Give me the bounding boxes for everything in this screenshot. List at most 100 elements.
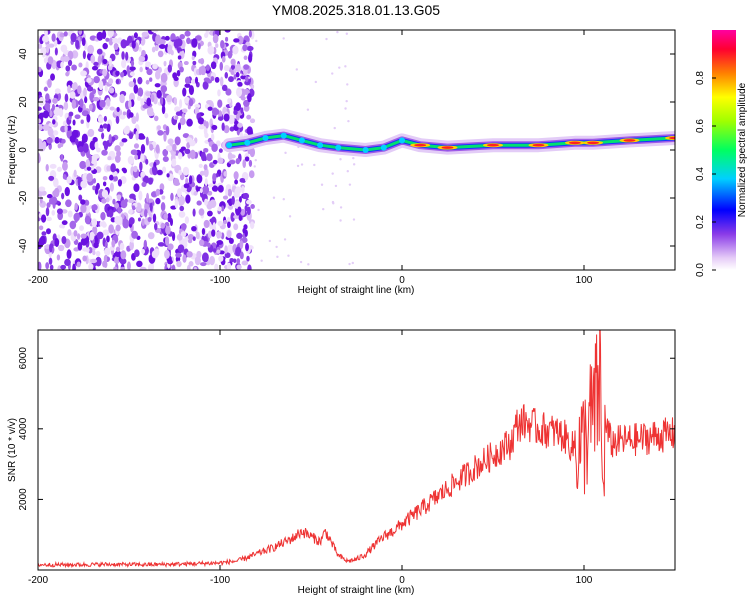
spectrogram-noise-blob <box>93 75 100 84</box>
spectrogram-noise-blob <box>159 96 164 106</box>
spectrogram-noise-blob <box>40 235 46 246</box>
spectrogram-noise-blob <box>44 102 51 110</box>
spectrogram-noise-blob <box>227 98 232 104</box>
spectrogram-noise-blob <box>80 119 84 124</box>
spectrogram-noise-blob <box>235 87 243 97</box>
spectrogram-noise-blob <box>167 64 173 73</box>
spectrogram-noise-blob <box>226 230 232 238</box>
spectrogram-noise-blob <box>99 221 103 227</box>
spectrogram-noise-blob <box>182 166 190 176</box>
spectrogram-ridge-blob <box>298 137 305 144</box>
spectrogram-x-ticks: -200 -100 0 100 <box>28 30 593 286</box>
spectrogram-noise-blob <box>102 181 107 187</box>
spectrogram-noise-blob <box>92 177 97 184</box>
spectrogram-noise-blob <box>128 112 134 118</box>
spectrogram-noise-blob <box>80 70 88 77</box>
spectrogram-noise-blob <box>115 70 120 77</box>
spectrogram-noise-blob <box>85 159 90 167</box>
spectrogram-noise-blob <box>207 242 211 248</box>
spectrogram-noise-blob <box>203 164 208 171</box>
spectrogram-ridge-peak-core <box>623 139 636 142</box>
spectrogram-noise-blob <box>61 220 68 226</box>
spectrogram-noise-blob <box>224 72 229 79</box>
spectrogram-noise-blob <box>106 235 110 243</box>
spectrogram-noise-blob <box>224 30 231 33</box>
spectrogram-noise-blob <box>202 185 210 195</box>
spectrogram-noise-blob <box>130 149 138 156</box>
spectrogram-noise-dot <box>338 66 341 69</box>
spectrogram-noise-blob <box>141 248 146 254</box>
spectrogram-noise-blob <box>142 175 150 184</box>
spectrogram-noise-blob <box>102 68 108 77</box>
spectrogram-noise-blob <box>217 184 224 193</box>
spectrogram-noise-blob <box>58 244 65 252</box>
spectrogram-noise-blob <box>87 44 95 55</box>
spectrogram-ridge-blob <box>244 139 251 146</box>
spectrogram-noise-blob <box>200 262 207 267</box>
spectrogram-noise-blob <box>151 46 156 53</box>
spectrogram-noise-blob <box>187 233 194 241</box>
spectrogram-noise-blob <box>91 218 98 228</box>
spectrogram-noise-blob <box>129 66 136 71</box>
spectrogram-noise-blob <box>54 47 58 56</box>
spectrogram-noise-blob <box>214 263 219 270</box>
spectrogram-noise-blob <box>151 30 159 33</box>
spectrogram-noise-blob <box>51 209 56 216</box>
spectrogram-noise-blob <box>174 198 179 209</box>
spectrogram-noise-blob <box>80 233 87 239</box>
spectrogram-noise-blob <box>88 246 93 254</box>
spectrogram-noise-blob <box>60 264 67 270</box>
spectrogram-noise-blob <box>245 242 249 252</box>
spectrogram-noise-blob <box>217 220 223 227</box>
spectrogram-noise-blob <box>90 155 97 165</box>
spectrogram-noise-blob <box>46 194 53 199</box>
spectrogram-noise-blob <box>54 136 60 144</box>
spectrogram-noise-blob <box>45 207 50 217</box>
spectrogram-noise-blob <box>225 88 232 96</box>
spectrogram-ridge-peak-core <box>669 136 675 140</box>
spectrogram-noise-blob <box>247 93 252 103</box>
spectrogram-noise-blob <box>212 173 217 182</box>
spectrogram-noise-blob <box>176 188 182 198</box>
spectrogram-noise-blob <box>126 261 131 270</box>
spectrogram-noise-blob <box>127 155 135 165</box>
spectrogram-noise-blob <box>119 242 125 251</box>
spectrogram-noise-blob <box>178 169 183 176</box>
spectrogram-noise-dot <box>251 85 254 89</box>
spectrogram-noise-blob <box>130 60 135 67</box>
spectrogram-ridge-peak-core <box>441 146 454 149</box>
spectrogram-noise-blob <box>207 230 212 239</box>
spectrogram-noise-blob <box>145 79 150 85</box>
spectrogram-noise-blob <box>222 195 229 200</box>
spectrogram-noise-blob <box>233 38 240 43</box>
spectrogram-noise-blob <box>101 132 105 140</box>
spectrogram-noise-blob <box>128 132 134 140</box>
spectrogram-noise-blob <box>246 45 254 52</box>
spectrogram-noise-blob <box>237 81 243 87</box>
spectrogram-noise-blob <box>119 93 125 104</box>
spectrogram-noise-blob <box>206 210 213 217</box>
spectrogram-noise-blob <box>191 55 195 61</box>
spectrogram-noise-blob <box>102 42 108 50</box>
spectrogram-noise-blob <box>116 150 122 157</box>
spectrogram-noise-blob <box>233 109 238 115</box>
spectrogram-noise-dot <box>248 76 251 79</box>
spectrogram-noise-blob <box>248 30 252 38</box>
spectrogram-noise-blob <box>82 50 86 60</box>
spectrogram-noise-dot <box>347 119 350 123</box>
spectrogram-noise-blob <box>121 51 125 60</box>
spectrogram-noise-blob <box>49 264 54 270</box>
spectrogram-noise-blob <box>42 140 47 150</box>
spectrogram-noise-blob <box>113 175 118 182</box>
spectrogram-noise-blob <box>51 33 56 42</box>
spectrogram-noise-blob <box>102 58 108 65</box>
spectrogram-noise-blob <box>46 137 53 144</box>
spectrogram-noise-blob <box>229 154 236 159</box>
spectrogram-noise-blob <box>60 44 68 53</box>
spectrogram-noise-blob <box>203 167 209 178</box>
spectrogram-noise-blob <box>86 77 92 83</box>
spectrogram-noise-blob <box>134 249 140 257</box>
spectrogram-noise-blob <box>67 59 73 67</box>
spectrogram-noise-blob <box>147 232 155 240</box>
spectrogram-noise-blob <box>80 237 88 246</box>
